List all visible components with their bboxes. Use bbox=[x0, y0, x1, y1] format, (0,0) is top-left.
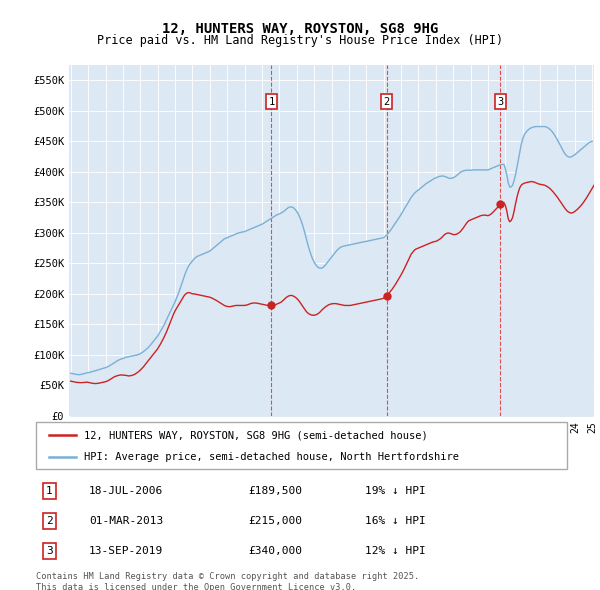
Text: HPI: Average price, semi-detached house, North Hertfordshire: HPI: Average price, semi-detached house,… bbox=[84, 452, 459, 462]
Text: Contains HM Land Registry data © Crown copyright and database right 2025.
This d: Contains HM Land Registry data © Crown c… bbox=[36, 572, 419, 590]
Text: £189,500: £189,500 bbox=[248, 486, 302, 496]
Text: 1: 1 bbox=[268, 97, 274, 107]
Text: 3: 3 bbox=[46, 546, 53, 556]
Text: Price paid vs. HM Land Registry's House Price Index (HPI): Price paid vs. HM Land Registry's House … bbox=[97, 34, 503, 47]
Text: 01-MAR-2013: 01-MAR-2013 bbox=[89, 516, 163, 526]
Text: 2: 2 bbox=[383, 97, 390, 107]
Text: 13-SEP-2019: 13-SEP-2019 bbox=[89, 546, 163, 556]
Text: £340,000: £340,000 bbox=[248, 546, 302, 556]
Text: 12% ↓ HPI: 12% ↓ HPI bbox=[365, 546, 426, 556]
Text: £215,000: £215,000 bbox=[248, 516, 302, 526]
Text: 3: 3 bbox=[497, 97, 503, 107]
Text: 18-JUL-2006: 18-JUL-2006 bbox=[89, 486, 163, 496]
Text: 19% ↓ HPI: 19% ↓ HPI bbox=[365, 486, 426, 496]
Text: 12, HUNTERS WAY, ROYSTON, SG8 9HG: 12, HUNTERS WAY, ROYSTON, SG8 9HG bbox=[162, 22, 438, 36]
Text: 16% ↓ HPI: 16% ↓ HPI bbox=[365, 516, 426, 526]
Text: 2: 2 bbox=[46, 516, 53, 526]
Text: 1: 1 bbox=[46, 486, 53, 496]
Text: 12, HUNTERS WAY, ROYSTON, SG8 9HG (semi-detached house): 12, HUNTERS WAY, ROYSTON, SG8 9HG (semi-… bbox=[84, 430, 428, 440]
